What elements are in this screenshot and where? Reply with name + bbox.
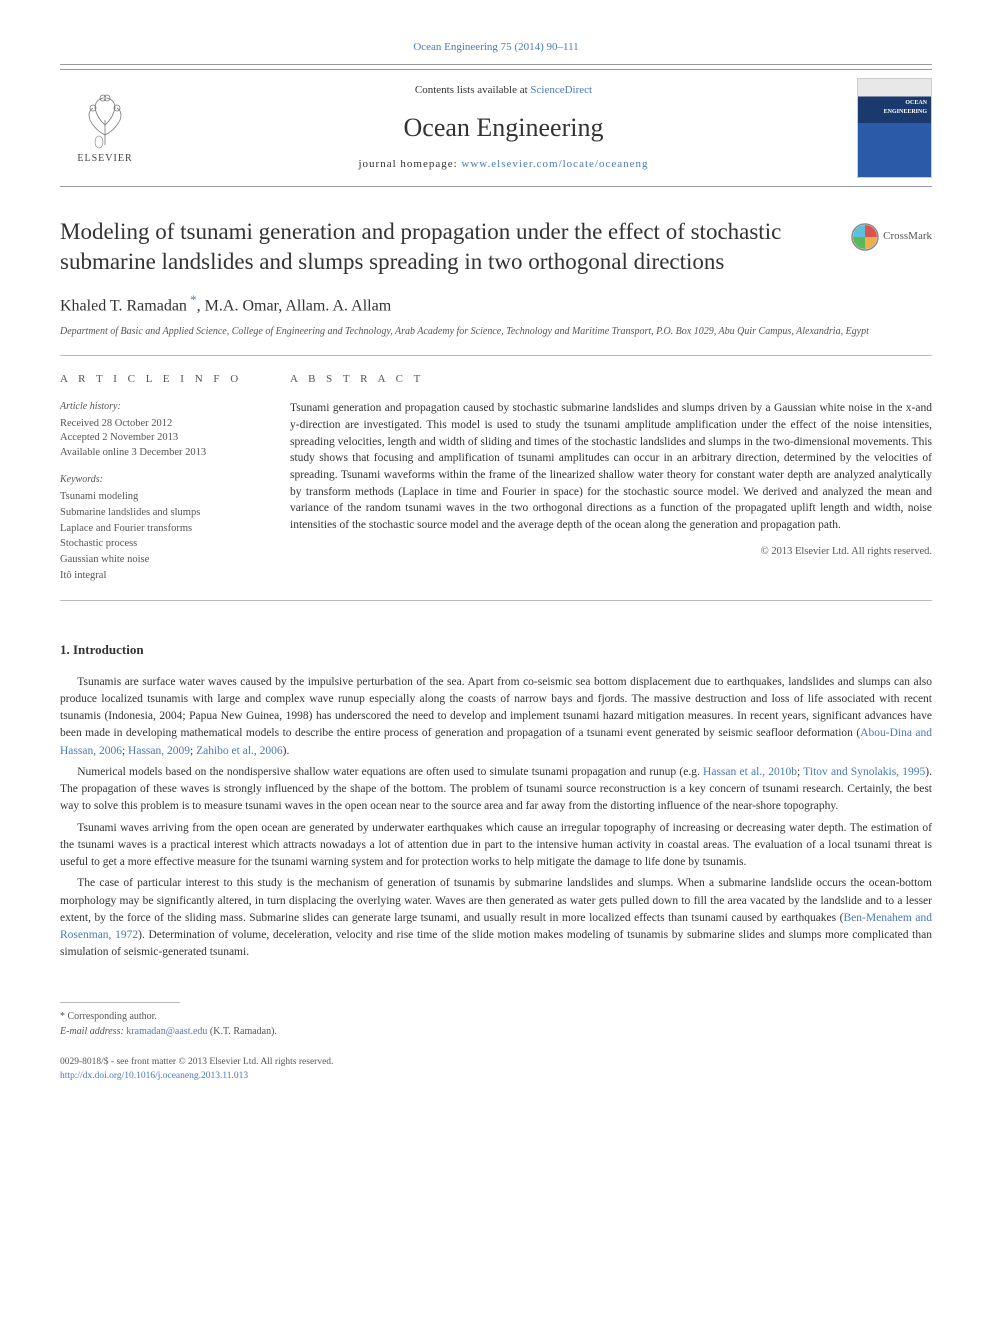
para-text: ). bbox=[283, 745, 290, 757]
crossmark-badge[interactable]: CrossMark bbox=[851, 223, 932, 251]
top-rule bbox=[60, 64, 932, 65]
affiliation: Department of Basic and Applied Science,… bbox=[60, 325, 932, 339]
email-label: E-mail address: bbox=[60, 1026, 126, 1037]
abstract-column: A B S T R A C T Tsunami generation and p… bbox=[290, 372, 932, 584]
email-name: (K.T. Ramadan). bbox=[207, 1026, 277, 1037]
keyword: Gaussian white noise bbox=[60, 552, 260, 568]
homepage-prefix: journal homepage: bbox=[359, 158, 462, 170]
citation-link[interactable]: Hassan, 2009 bbox=[128, 745, 190, 757]
corresponding-author-note: * Corresponding author. bbox=[60, 1009, 932, 1024]
body-paragraph: Tsunami waves arriving from the open oce… bbox=[60, 820, 932, 872]
keyword: Itô integral bbox=[60, 568, 260, 584]
email-footnote: E-mail address: kramadan@aast.edu (K.T. … bbox=[60, 1024, 932, 1039]
keywords-head: Keywords: bbox=[60, 473, 260, 488]
abstract-copyright: © 2013 Elsevier Ltd. All rights reserved… bbox=[290, 544, 932, 559]
para-text: The case of particular interest to this … bbox=[60, 877, 932, 924]
info-abstract-row: A R T I C L E I N F O Article history: R… bbox=[60, 372, 932, 584]
received-date: Received 28 October 2012 bbox=[60, 417, 260, 432]
article-info-label: A R T I C L E I N F O bbox=[60, 372, 260, 388]
homepage-line: journal homepage: www.elsevier.com/locat… bbox=[150, 157, 857, 173]
journal-cover-title: OCEAN ENGINEERING bbox=[862, 99, 927, 116]
journal-cover-thumbnail: OCEAN ENGINEERING bbox=[857, 78, 932, 178]
corr-marker: * bbox=[187, 292, 197, 307]
para-text: Numerical models based on the nondispers… bbox=[77, 766, 703, 778]
author-list-rest: , M.A. Omar, Allam. A. Allam bbox=[197, 297, 391, 314]
bottom-block: 0029-8018/$ - see front matter © 2013 El… bbox=[60, 1055, 932, 1084]
body-paragraph: Numerical models based on the nondispers… bbox=[60, 764, 932, 816]
author-list: Khaled T. Ramadan bbox=[60, 297, 187, 314]
body-paragraph: Tsunamis are surface water waves caused … bbox=[60, 674, 932, 760]
keyword: Laplace and Fourier transforms bbox=[60, 521, 260, 537]
abstract-label: A B S T R A C T bbox=[290, 372, 932, 388]
crossmark-label: CrossMark bbox=[883, 229, 932, 245]
footnote-rule bbox=[60, 1002, 180, 1003]
body-paragraph: The case of particular interest to this … bbox=[60, 875, 932, 961]
homepage-link[interactable]: www.elsevier.com/locate/oceaneng bbox=[461, 158, 648, 170]
abstract-text: Tsunami generation and propagation cause… bbox=[290, 400, 932, 533]
authors: Khaled T. Ramadan *, M.A. Omar, Allam. A… bbox=[60, 291, 932, 318]
accepted-date: Accepted 2 November 2013 bbox=[60, 431, 260, 446]
para-text: ). Determination of volume, deceleration… bbox=[60, 929, 932, 958]
contents-prefix: Contents lists available at bbox=[415, 84, 530, 96]
article-title-row: Modeling of tsunami generation and propa… bbox=[60, 217, 932, 277]
issn-line: 0029-8018/$ - see front matter © 2013 El… bbox=[60, 1055, 932, 1069]
doi-link[interactable]: http://dx.doi.org/10.1016/j.oceaneng.201… bbox=[60, 1071, 248, 1081]
elsevier-tree-icon bbox=[75, 90, 135, 150]
elsevier-logo: ELSEVIER bbox=[60, 83, 150, 173]
para-text: Tsunamis are surface water waves caused … bbox=[60, 676, 932, 740]
keyword: Tsunami modeling bbox=[60, 489, 260, 505]
section-heading-intro: 1. Introduction bbox=[60, 641, 932, 660]
masthead-center: Contents lists available at ScienceDirec… bbox=[150, 83, 857, 173]
citation-link[interactable]: Titov and Synolakis, 1995 bbox=[803, 766, 925, 778]
history-head: Article history: bbox=[60, 400, 260, 415]
citation-link[interactable]: Zahibo et al., 2006 bbox=[196, 745, 283, 757]
publisher-name: ELSEVIER bbox=[77, 152, 132, 167]
contents-line: Contents lists available at ScienceDirec… bbox=[150, 83, 857, 99]
article-info-column: A R T I C L E I N F O Article history: R… bbox=[60, 372, 260, 584]
citation-header: Ocean Engineering 75 (2014) 90–111 bbox=[60, 40, 932, 56]
journal-name: Ocean Engineering bbox=[150, 109, 857, 147]
keyword: Submarine landslides and slumps bbox=[60, 505, 260, 521]
divider bbox=[60, 355, 932, 356]
masthead: ELSEVIER Contents lists available at Sci… bbox=[60, 69, 932, 187]
article-title: Modeling of tsunami generation and propa… bbox=[60, 217, 851, 277]
divider bbox=[60, 600, 932, 601]
citation-link[interactable]: Hassan et al., 2010b bbox=[703, 766, 797, 778]
crossmark-icon bbox=[851, 223, 879, 251]
keyword: Stochastic process bbox=[60, 536, 260, 552]
sciencedirect-link[interactable]: ScienceDirect bbox=[530, 84, 592, 96]
author-email-link[interactable]: kramadan@aast.edu bbox=[126, 1026, 207, 1037]
online-date: Available online 3 December 2013 bbox=[60, 446, 260, 461]
